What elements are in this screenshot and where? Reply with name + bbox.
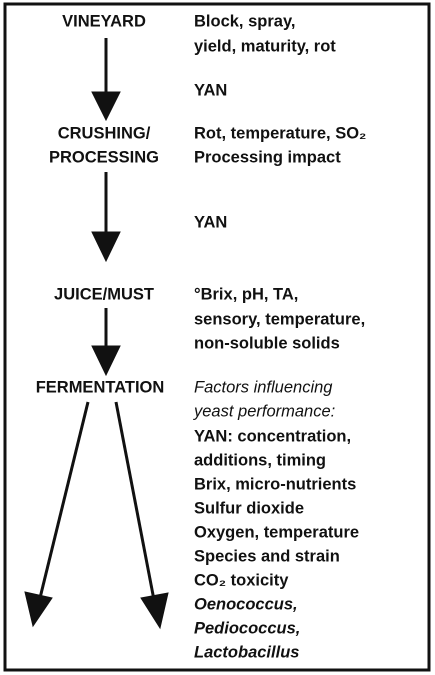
intro-note: yeast performance: — [193, 402, 335, 420]
stage-label: FERMENTATION — [36, 378, 165, 396]
arrow-head — [91, 231, 121, 263]
organism: Pediococcus, — [194, 619, 300, 637]
frame — [3, 2, 431, 672]
arrow-shaft — [114, 401, 156, 601]
note: Oxygen, temperature — [194, 523, 359, 541]
between-note: YAN — [194, 81, 227, 99]
note: Processing impact — [194, 148, 341, 166]
note: Brix, micro-nutrients — [194, 475, 356, 493]
note: additions, timing — [194, 451, 326, 469]
intro-note: Factors influencing — [194, 378, 333, 396]
arrow-head — [91, 91, 121, 122]
arrows — [24, 38, 169, 630]
organism: Lactobacillus — [194, 643, 299, 661]
stage-label: VINEYARD — [62, 12, 146, 30]
arrow-head — [91, 345, 121, 377]
note: YAN: concentration, — [194, 427, 351, 445]
arrow-head — [24, 591, 53, 628]
arrow-head — [140, 592, 169, 630]
note: sensory, temperature, — [194, 310, 365, 328]
stage-label: PROCESSING — [49, 148, 159, 166]
between-note: YAN — [194, 213, 227, 231]
organism: Oenococcus, — [194, 595, 298, 613]
arrow-shaft — [38, 401, 90, 599]
note: yield, maturity, rot — [194, 37, 336, 55]
note: non-soluble solids — [194, 334, 340, 352]
stage-label: CRUSHING/ — [58, 124, 151, 142]
note: Rot, temperature, SO₂ — [194, 124, 366, 142]
note: °Brix, pH, TA, — [194, 285, 298, 303]
note: Species and strain — [194, 547, 340, 565]
note: Block, spray, — [194, 12, 296, 30]
note: Sulfur dioxide — [194, 499, 304, 517]
note: CO₂ toxicity — [194, 571, 289, 589]
stage-label: JUICE/MUST — [54, 285, 154, 303]
